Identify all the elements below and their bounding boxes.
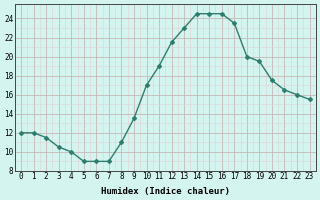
X-axis label: Humidex (Indice chaleur): Humidex (Indice chaleur) [101,187,230,196]
